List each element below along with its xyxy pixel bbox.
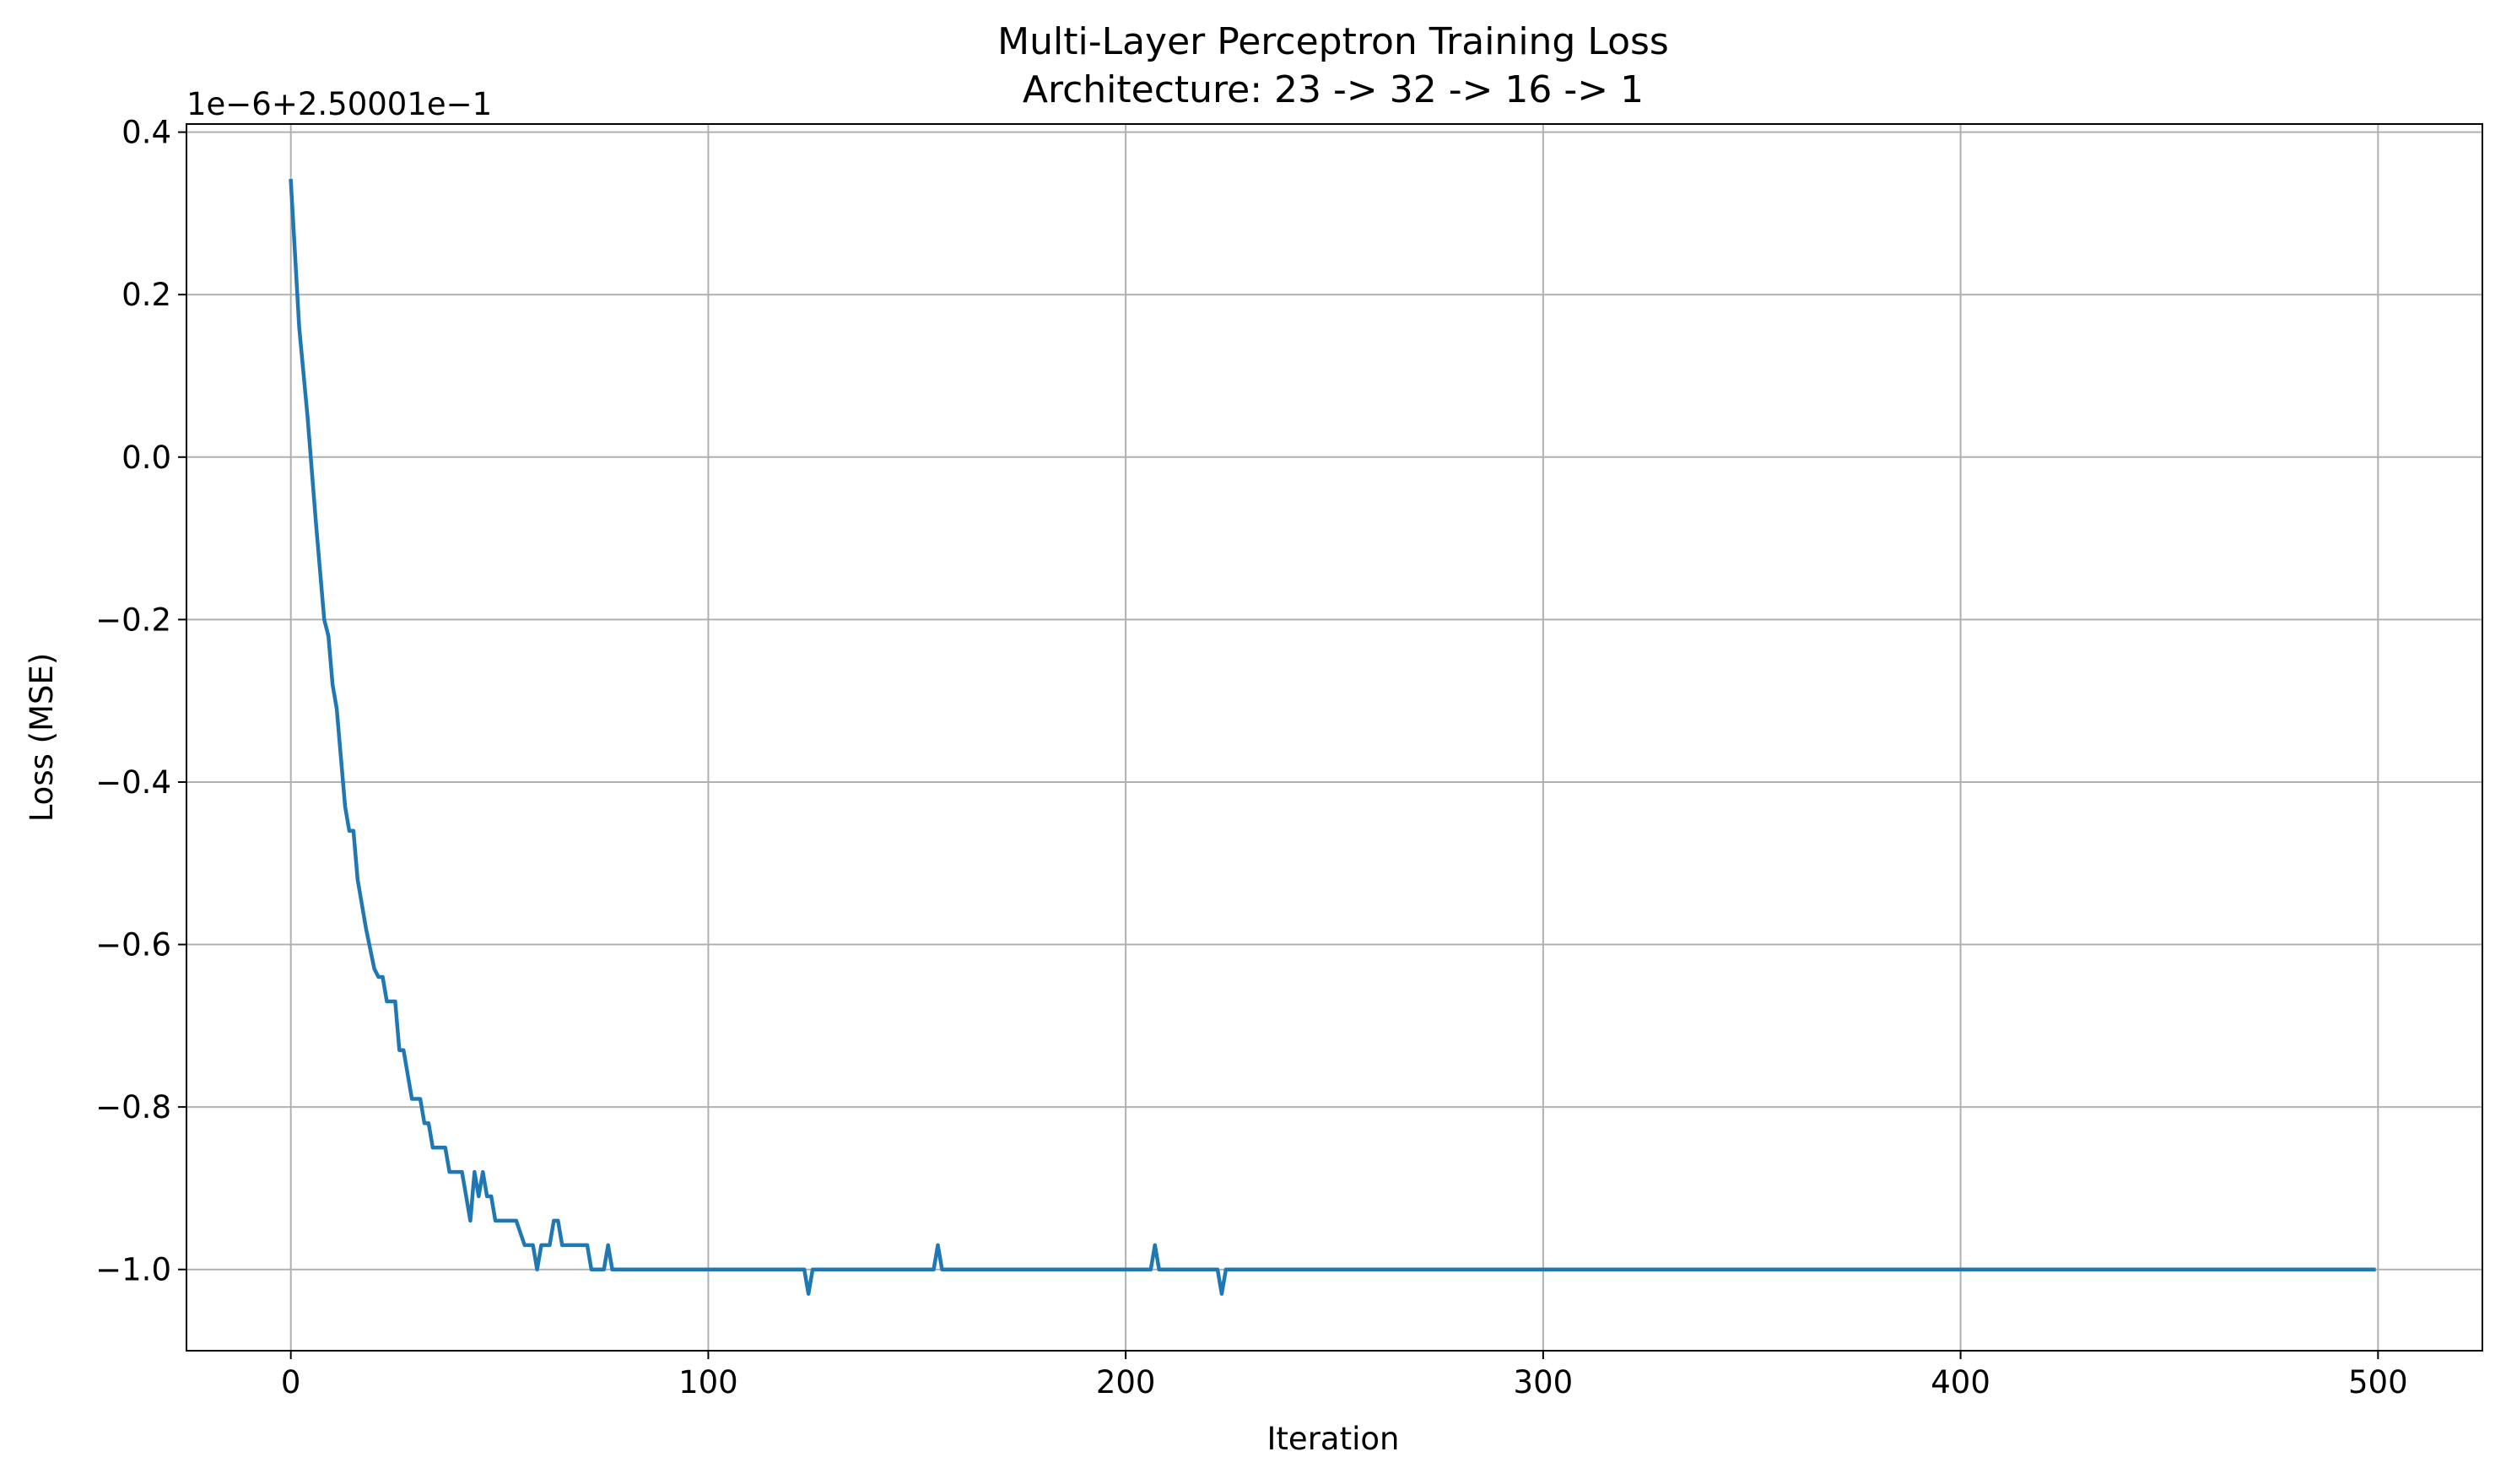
x-tick-label: 300 bbox=[1514, 1364, 1574, 1400]
x-tick-label: 0 bbox=[281, 1364, 301, 1400]
y-tick-label: 0.4 bbox=[122, 115, 171, 151]
y-offset-label: 1e−6+2.50001e−1 bbox=[186, 86, 492, 122]
plot-area bbox=[186, 124, 2482, 1351]
loss-series-line bbox=[289, 179, 2376, 1296]
y-tick-label: −0.4 bbox=[95, 764, 171, 801]
x-axis-ticks: 0 100 200 300 400 500 bbox=[281, 1351, 2408, 1400]
y-tick-label: −0.8 bbox=[95, 1089, 171, 1125]
y-tick-label: −0.6 bbox=[95, 927, 171, 963]
x-tick-label: 200 bbox=[1096, 1364, 1156, 1400]
y-tick-label: 0.0 bbox=[122, 440, 171, 476]
chart-subtitle: Architecture: 23 -> 32 -> 16 -> 1 bbox=[1023, 68, 1644, 111]
series-layer bbox=[289, 179, 2376, 1296]
y-axis-ticks: 0.4 0.2 0.0 −0.2 −0.4 −0.6 −0.8 −1.0 bbox=[95, 115, 186, 1288]
y-axis-label: Loss (MSE) bbox=[24, 653, 60, 823]
y-tick-label: 0.2 bbox=[122, 277, 171, 313]
x-tick-label: 500 bbox=[2348, 1364, 2408, 1400]
y-tick-label: −1.0 bbox=[95, 1252, 171, 1288]
x-tick-label: 400 bbox=[1931, 1364, 1990, 1400]
x-axis-label: Iteration bbox=[1267, 1421, 1400, 1457]
y-tick-label: −0.2 bbox=[95, 602, 171, 638]
plot-frame bbox=[186, 123, 2483, 1352]
chart-title: Multi-Layer Perceptron Training Loss bbox=[997, 20, 1669, 63]
x-tick-label: 100 bbox=[678, 1364, 738, 1400]
